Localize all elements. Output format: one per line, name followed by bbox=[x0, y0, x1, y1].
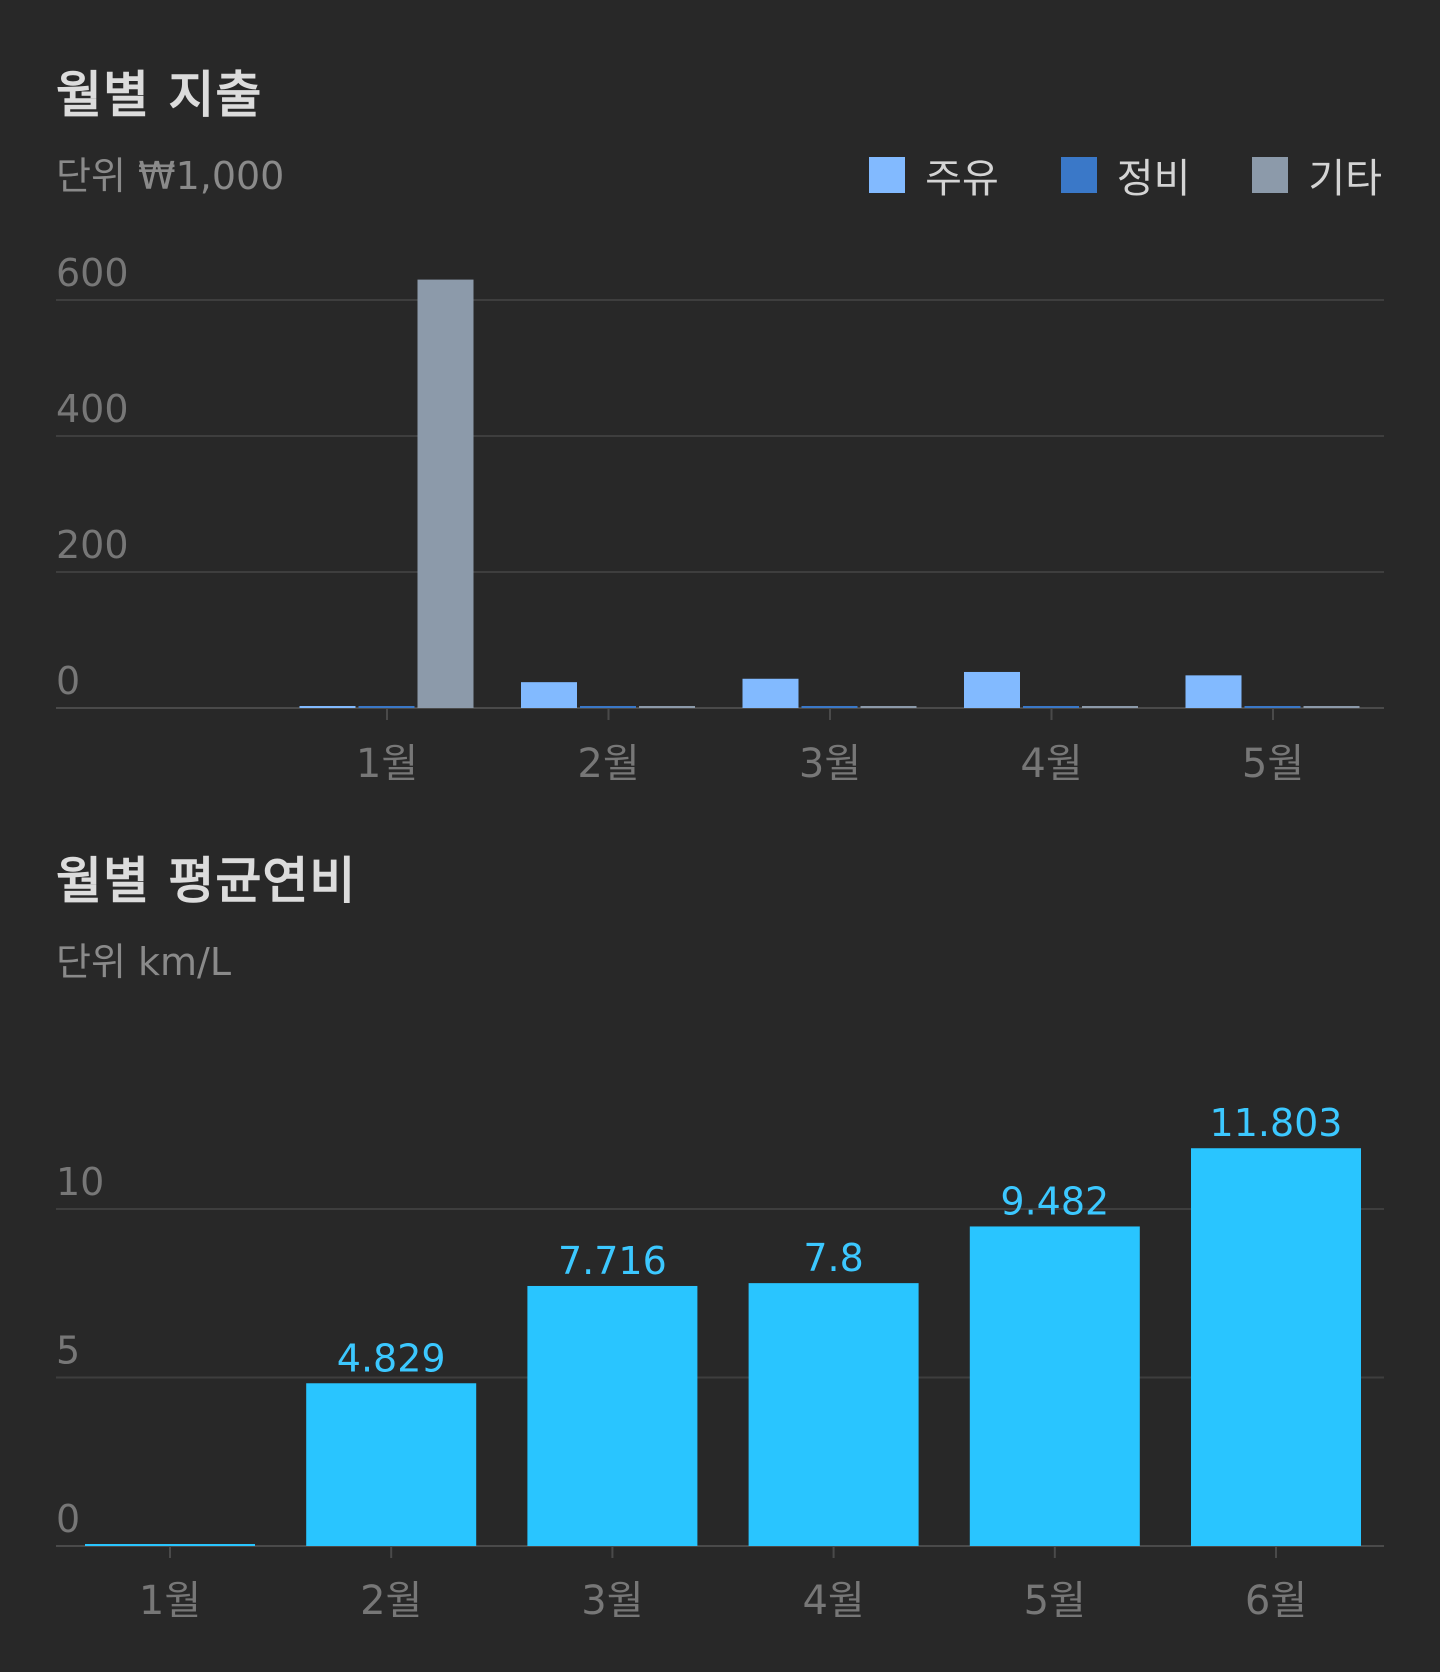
efficiency-bar-2 bbox=[306, 1383, 477, 1546]
y-tick-label-10: 10 bbox=[56, 1160, 104, 1204]
bar-maintenance-1 bbox=[358, 706, 415, 708]
y-tick-label-600: 600 bbox=[56, 251, 129, 295]
efficiency-bar-4 bbox=[748, 1283, 919, 1546]
x-tick-label-2: 2월 bbox=[360, 1578, 422, 1624]
bar-other-2 bbox=[639, 706, 695, 708]
efficiency-bar-chart: 0 5 10 1월 4.829 2월 7.716 3월 7.8 4월 9.482 5월 11.803 6월 bbox=[56, 1101, 1384, 1624]
bar-maintenance-2 bbox=[580, 706, 636, 708]
efficiency-unit-label: 단위 km/L bbox=[56, 940, 231, 984]
efficiency-bar-5 bbox=[969, 1226, 1140, 1546]
y-tick-label-200: 200 bbox=[56, 523, 129, 567]
y-tick-label-0: 0 bbox=[56, 659, 80, 703]
efficiency-value-label-6: 11.803 bbox=[1210, 1101, 1343, 1145]
x-tick-label-4: 4월 bbox=[802, 1578, 864, 1624]
x-tick-label-3: 3월 bbox=[581, 1578, 643, 1624]
x-tick-label-1: 1월 bbox=[139, 1578, 201, 1624]
x-tick-label-4: 4월 bbox=[1020, 741, 1082, 787]
bar-other-3 bbox=[860, 706, 917, 708]
x-tick-label-1: 1월 bbox=[356, 741, 418, 787]
legend-item-maintenance[interactable]: 정비 bbox=[1060, 146, 1191, 204]
x-tick-label-3: 3월 bbox=[799, 741, 861, 787]
legend-swatch-other bbox=[1252, 157, 1289, 193]
bar-maintenance-4 bbox=[1023, 706, 1079, 708]
efficiency-value-label-3: 7.716 bbox=[558, 1239, 667, 1283]
x-tick-label-2: 2월 bbox=[577, 741, 639, 787]
legend-item-fuel[interactable]: 주유 bbox=[869, 146, 999, 204]
monthly-efficiency-panel: 월별 평균연비 단위 km/L 0 5 10 1월 4.829 2월 7.716 3월 7.8 4… bbox=[0, 830, 1440, 1672]
x-tick-label-6: 6월 bbox=[1245, 1578, 1307, 1624]
y-tick-label-400: 400 bbox=[56, 387, 129, 431]
legend-label-fuel: 주유 bbox=[925, 156, 999, 202]
efficiency-bar-3 bbox=[527, 1285, 698, 1546]
bar-fuel-2 bbox=[521, 682, 577, 708]
efficiency-value-label-2: 4.829 bbox=[337, 1336, 446, 1380]
legend-swatch-maintenance bbox=[1060, 157, 1097, 193]
bar-other-1 bbox=[417, 279, 474, 708]
expense-legend: 주유 정비 기타 bbox=[807, 146, 1382, 204]
expense-chart-title: 월별 지출 bbox=[56, 66, 263, 124]
bar-fuel-4 bbox=[964, 671, 1020, 708]
legend-label-maintenance: 정비 bbox=[1116, 156, 1191, 202]
legend-label-other: 기타 bbox=[1308, 156, 1382, 202]
y-tick-label-5: 5 bbox=[56, 1329, 80, 1373]
monthly-expense-panel: 월별 지출 단위 ₩1,000 주유 정비 기타 0 200 400 600 1월 2월 3… bbox=[0, 0, 1440, 830]
y-tick-label-0: 0 bbox=[56, 1497, 80, 1541]
efficiency-value-label-5: 9.482 bbox=[1000, 1179, 1109, 1223]
expense-unit-label: 단위 ₩1,000 bbox=[56, 154, 285, 198]
legend-swatch-fuel bbox=[869, 157, 906, 193]
legend-item-other[interactable]: 기타 bbox=[1252, 146, 1382, 204]
bar-maintenance-3 bbox=[801, 706, 858, 708]
bar-other-4 bbox=[1082, 706, 1138, 708]
x-tick-label-5: 5월 bbox=[1024, 1578, 1086, 1624]
bar-other-5 bbox=[1303, 706, 1360, 708]
efficiency-bar-1 bbox=[85, 1544, 255, 1546]
efficiency-value-label-4: 7.8 bbox=[803, 1236, 863, 1280]
efficiency-bar-6 bbox=[1191, 1148, 1361, 1546]
bar-maintenance-5 bbox=[1244, 706, 1301, 708]
bar-fuel-5 bbox=[1185, 675, 1242, 708]
bar-fuel-3 bbox=[742, 678, 799, 708]
efficiency-chart-title: 월별 평균연비 bbox=[56, 852, 357, 910]
expense-bar-chart: 0 200 400 600 1월 2월 3월 4월 5월 bbox=[56, 251, 1384, 787]
x-tick-label-5: 5월 bbox=[1242, 741, 1304, 787]
bar-fuel-1 bbox=[299, 706, 356, 708]
